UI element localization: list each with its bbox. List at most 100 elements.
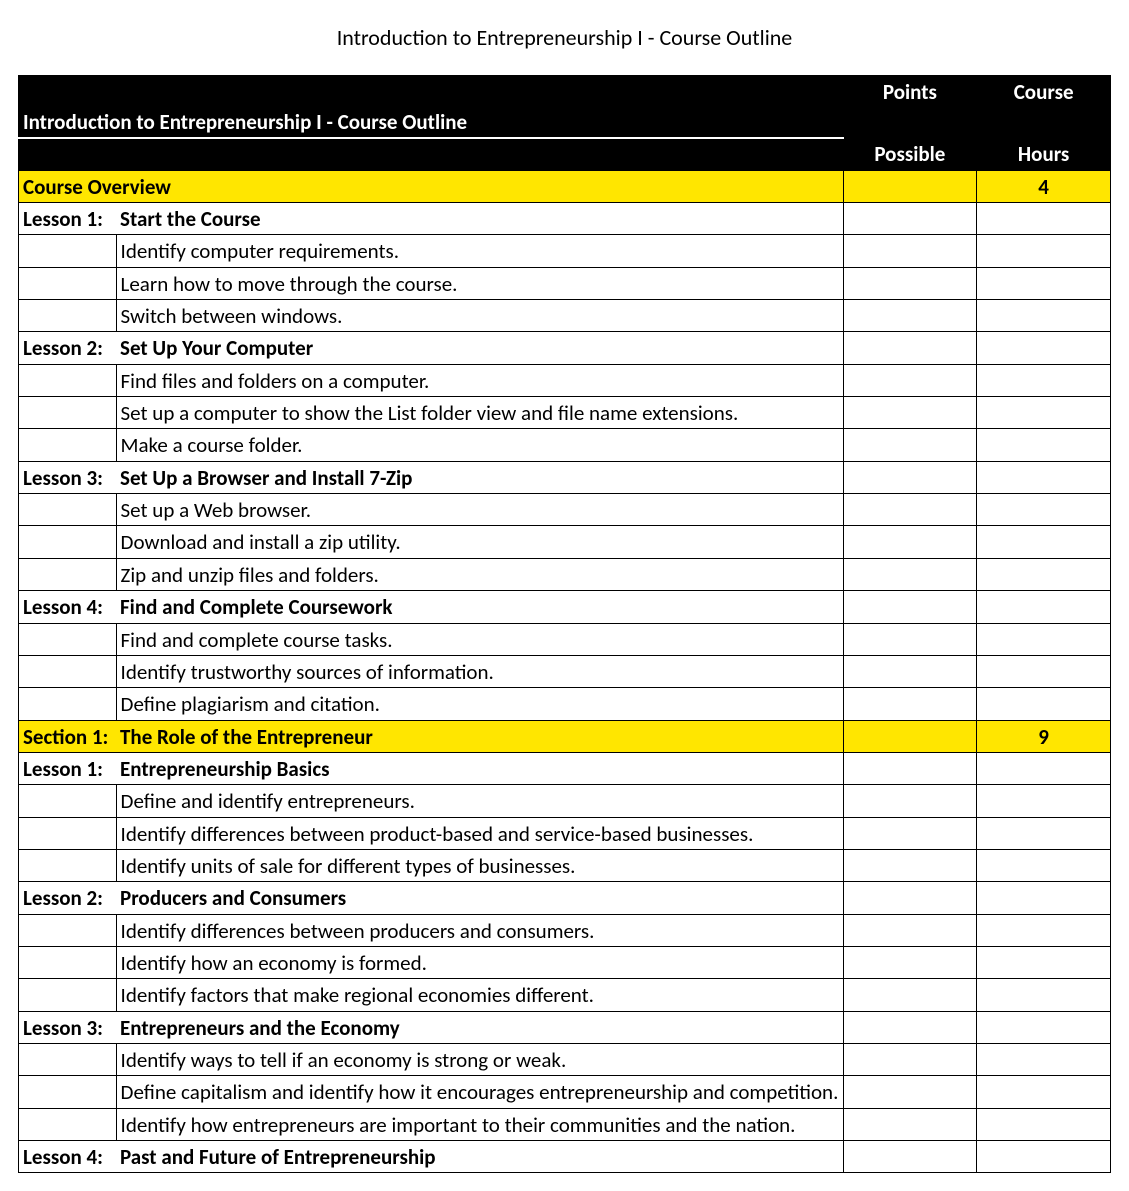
header-blank: [19, 138, 844, 170]
lesson-title: Start the Course: [116, 203, 843, 235]
item-text: Identify computer requirements.: [116, 235, 843, 267]
item-points: [843, 558, 977, 590]
item-hours: [977, 688, 1111, 720]
lesson-lead: Lesson 4:: [19, 591, 117, 623]
item-row: Identify computer requirements.: [19, 235, 1111, 267]
lesson-row: Lesson 1:Start the Course: [19, 203, 1111, 235]
section-title: Course Overview: [19, 170, 844, 202]
item-lead: [19, 300, 117, 332]
item-row: Identify differences between producers a…: [19, 914, 1111, 946]
section-title: The Role of the Entrepreneur: [116, 720, 843, 752]
item-text: Identify ways to tell if an economy is s…: [116, 1043, 843, 1075]
item-lead: [19, 1076, 117, 1108]
item-hours: [977, 558, 1111, 590]
lesson-row: Lesson 4:Past and Future of Entrepreneur…: [19, 1141, 1111, 1173]
header-course-bot: Hours: [977, 138, 1111, 170]
item-hours: [977, 1076, 1111, 1108]
item-row: Identify units of sale for different typ…: [19, 849, 1111, 881]
item-row: Make a course folder.: [19, 429, 1111, 461]
lesson-title: Set Up a Browser and Install 7-Zip: [116, 461, 843, 493]
lesson-points: [843, 461, 977, 493]
item-text: Define capitalism and identify how it en…: [116, 1076, 843, 1108]
lesson-points: [843, 332, 977, 364]
lesson-title: Producers and Consumers: [116, 882, 843, 914]
item-text: Identify trustworthy sources of informat…: [116, 655, 843, 687]
item-points: [843, 817, 977, 849]
item-row: Set up a computer to show the List folde…: [19, 397, 1111, 429]
item-points: [843, 688, 977, 720]
item-hours: [977, 397, 1111, 429]
lesson-points: [843, 591, 977, 623]
item-text: Make a course folder.: [116, 429, 843, 461]
item-lead: [19, 397, 117, 429]
item-row: Define and identify entrepreneurs.: [19, 785, 1111, 817]
item-lead: [19, 558, 117, 590]
lesson-row: Lesson 3:Entrepreneurs and the Economy: [19, 1011, 1111, 1043]
lesson-hours: [977, 752, 1111, 784]
item-row: Identify ways to tell if an economy is s…: [19, 1043, 1111, 1075]
item-points: [843, 300, 977, 332]
lesson-row: Lesson 2:Producers and Consumers: [19, 882, 1111, 914]
item-text: Download and install a zip utility.: [116, 526, 843, 558]
item-lead: [19, 364, 117, 396]
header-title-cell: Introduction to Entrepreneurship I - Cou…: [19, 76, 844, 138]
lesson-points: [843, 203, 977, 235]
item-text: Define plagiarism and citation.: [116, 688, 843, 720]
item-lead: [19, 494, 117, 526]
item-hours: [977, 979, 1111, 1011]
item-row: Zip and unzip files and folders.: [19, 558, 1111, 590]
section-points: [843, 720, 977, 752]
item-lead: [19, 267, 117, 299]
item-points: [843, 1043, 977, 1075]
item-lead: [19, 817, 117, 849]
item-row: Learn how to move through the course.: [19, 267, 1111, 299]
item-row: Find and complete course tasks.: [19, 623, 1111, 655]
item-row: Identify trustworthy sources of informat…: [19, 655, 1111, 687]
lesson-lead: Lesson 2:: [19, 332, 117, 364]
lesson-hours: [977, 1141, 1111, 1173]
lesson-lead: Lesson 3:: [19, 461, 117, 493]
item-hours: [977, 526, 1111, 558]
item-points: [843, 785, 977, 817]
item-hours: [977, 914, 1111, 946]
item-row: Switch between windows.: [19, 300, 1111, 332]
item-row: Identify differences between product-bas…: [19, 817, 1111, 849]
item-lead: [19, 785, 117, 817]
lesson-title: Set Up Your Computer: [116, 332, 843, 364]
item-text: Zip and unzip files and folders.: [116, 558, 843, 590]
item-row: Define capitalism and identify how it en…: [19, 1076, 1111, 1108]
item-points: [843, 849, 977, 881]
section-hours: 9: [977, 720, 1111, 752]
item-lead: [19, 655, 117, 687]
item-lead: [19, 526, 117, 558]
section-row: Course Overview4: [19, 170, 1111, 202]
item-row: Find files and folders on a computer.: [19, 364, 1111, 396]
section-label: Section 1:: [19, 720, 117, 752]
item-text: Set up a Web browser.: [116, 494, 843, 526]
lesson-points: [843, 882, 977, 914]
section-row: Section 1:The Role of the Entrepreneur 9: [19, 720, 1111, 752]
lesson-hours: [977, 461, 1111, 493]
header-spacer: [977, 108, 1111, 138]
item-points: [843, 623, 977, 655]
item-row: Define plagiarism and citation.: [19, 688, 1111, 720]
lesson-hours: [977, 332, 1111, 364]
item-hours: [977, 364, 1111, 396]
item-points: [843, 914, 977, 946]
course-outline-table: Introduction to Entrepreneurship I - Cou…: [18, 75, 1111, 1173]
table-header-row: Possible Hours: [19, 138, 1111, 170]
header-course-top: Course: [977, 76, 1111, 108]
lesson-hours: [977, 1011, 1111, 1043]
item-lead: [19, 1043, 117, 1075]
lesson-title: Past and Future of Entrepreneurship: [116, 1141, 843, 1173]
item-text: Identify differences between product-bas…: [116, 817, 843, 849]
item-points: [843, 946, 977, 978]
item-points: [843, 655, 977, 687]
item-hours: [977, 623, 1111, 655]
item-text: Identify units of sale for different typ…: [116, 849, 843, 881]
item-row: Identify how entrepreneurs are important…: [19, 1108, 1111, 1140]
item-text: Define and identify entrepreneurs.: [116, 785, 843, 817]
header-points-bot: Possible: [843, 138, 977, 170]
item-lead: [19, 429, 117, 461]
lesson-hours: [977, 203, 1111, 235]
